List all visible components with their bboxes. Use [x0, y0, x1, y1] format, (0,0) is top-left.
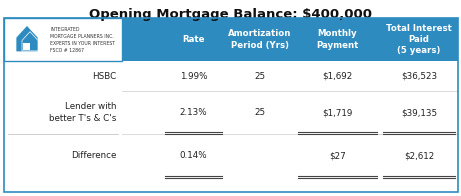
Text: Rate: Rate: [182, 35, 205, 44]
Text: HSBC: HSBC: [92, 72, 116, 81]
Text: 0.14%: 0.14%: [180, 152, 207, 161]
Polygon shape: [16, 25, 38, 52]
Text: Monthly
Payment: Monthly Payment: [316, 29, 359, 50]
Bar: [4, 18, 122, 61]
Text: $39,135: $39,135: [401, 108, 437, 117]
Text: $2,612: $2,612: [404, 152, 434, 161]
Text: $1,719: $1,719: [322, 108, 353, 117]
Text: 25: 25: [254, 72, 266, 81]
Text: 1.99%: 1.99%: [180, 72, 207, 81]
Text: $36,523: $36,523: [401, 72, 437, 81]
Text: $27: $27: [329, 152, 346, 161]
Bar: [122, 18, 458, 61]
Text: Lender with
better T's & C's: Lender with better T's & C's: [48, 103, 116, 122]
Text: Total Interest
Paid
(5 years): Total Interest Paid (5 years): [386, 24, 452, 55]
Text: 25: 25: [254, 108, 266, 117]
Text: 2.13%: 2.13%: [180, 108, 207, 117]
Text: INTEGRATED
MORTGAGE PLANNERS INC.
EXPERTS IN YOUR INTEREST
FSCO # 12867: INTEGRATED MORTGAGE PLANNERS INC. EXPERT…: [50, 26, 115, 53]
Text: $1,692: $1,692: [322, 72, 353, 81]
Polygon shape: [22, 32, 38, 51]
Bar: [4, 18, 458, 192]
Text: Opening Mortgage Balance: $400,000: Opening Mortgage Balance: $400,000: [89, 8, 372, 21]
Text: Difference: Difference: [71, 152, 116, 161]
Bar: [23, 44, 30, 50]
Text: Amortization
Period (Yrs): Amortization Period (Yrs): [228, 29, 292, 50]
